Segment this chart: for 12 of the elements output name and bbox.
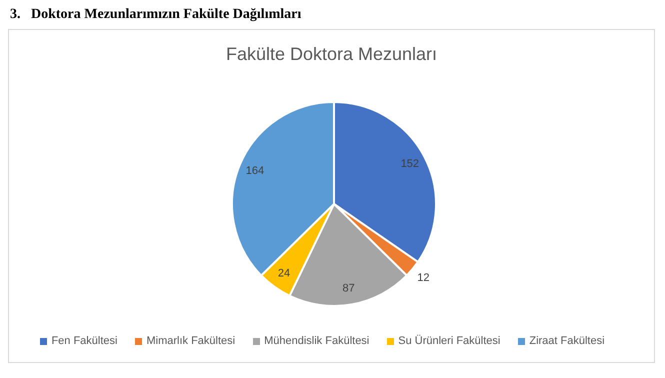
chart-subtitle: Fakülte Doktora Mezunları	[224, 44, 438, 65]
data-label: 87	[342, 282, 355, 294]
chart-title: 3. Doktora Mezunlarımızın Fakülte Dağılımları	[9, 7, 302, 24]
legend-label: Mimarlık Fakültesi	[146, 335, 236, 347]
legend-label: Ziraat Fakültesi	[529, 335, 605, 347]
legend-label: Fen Fakültesi	[51, 335, 118, 347]
data-label: 12	[417, 272, 430, 284]
data-label: 164	[246, 164, 264, 177]
data-label: 24	[278, 268, 290, 280]
legend-label: Su Ürünleri Fakültesi	[398, 335, 500, 347]
legend-label: Mühendislik Fakültesi	[264, 335, 370, 347]
data-label: 152	[400, 158, 420, 170]
